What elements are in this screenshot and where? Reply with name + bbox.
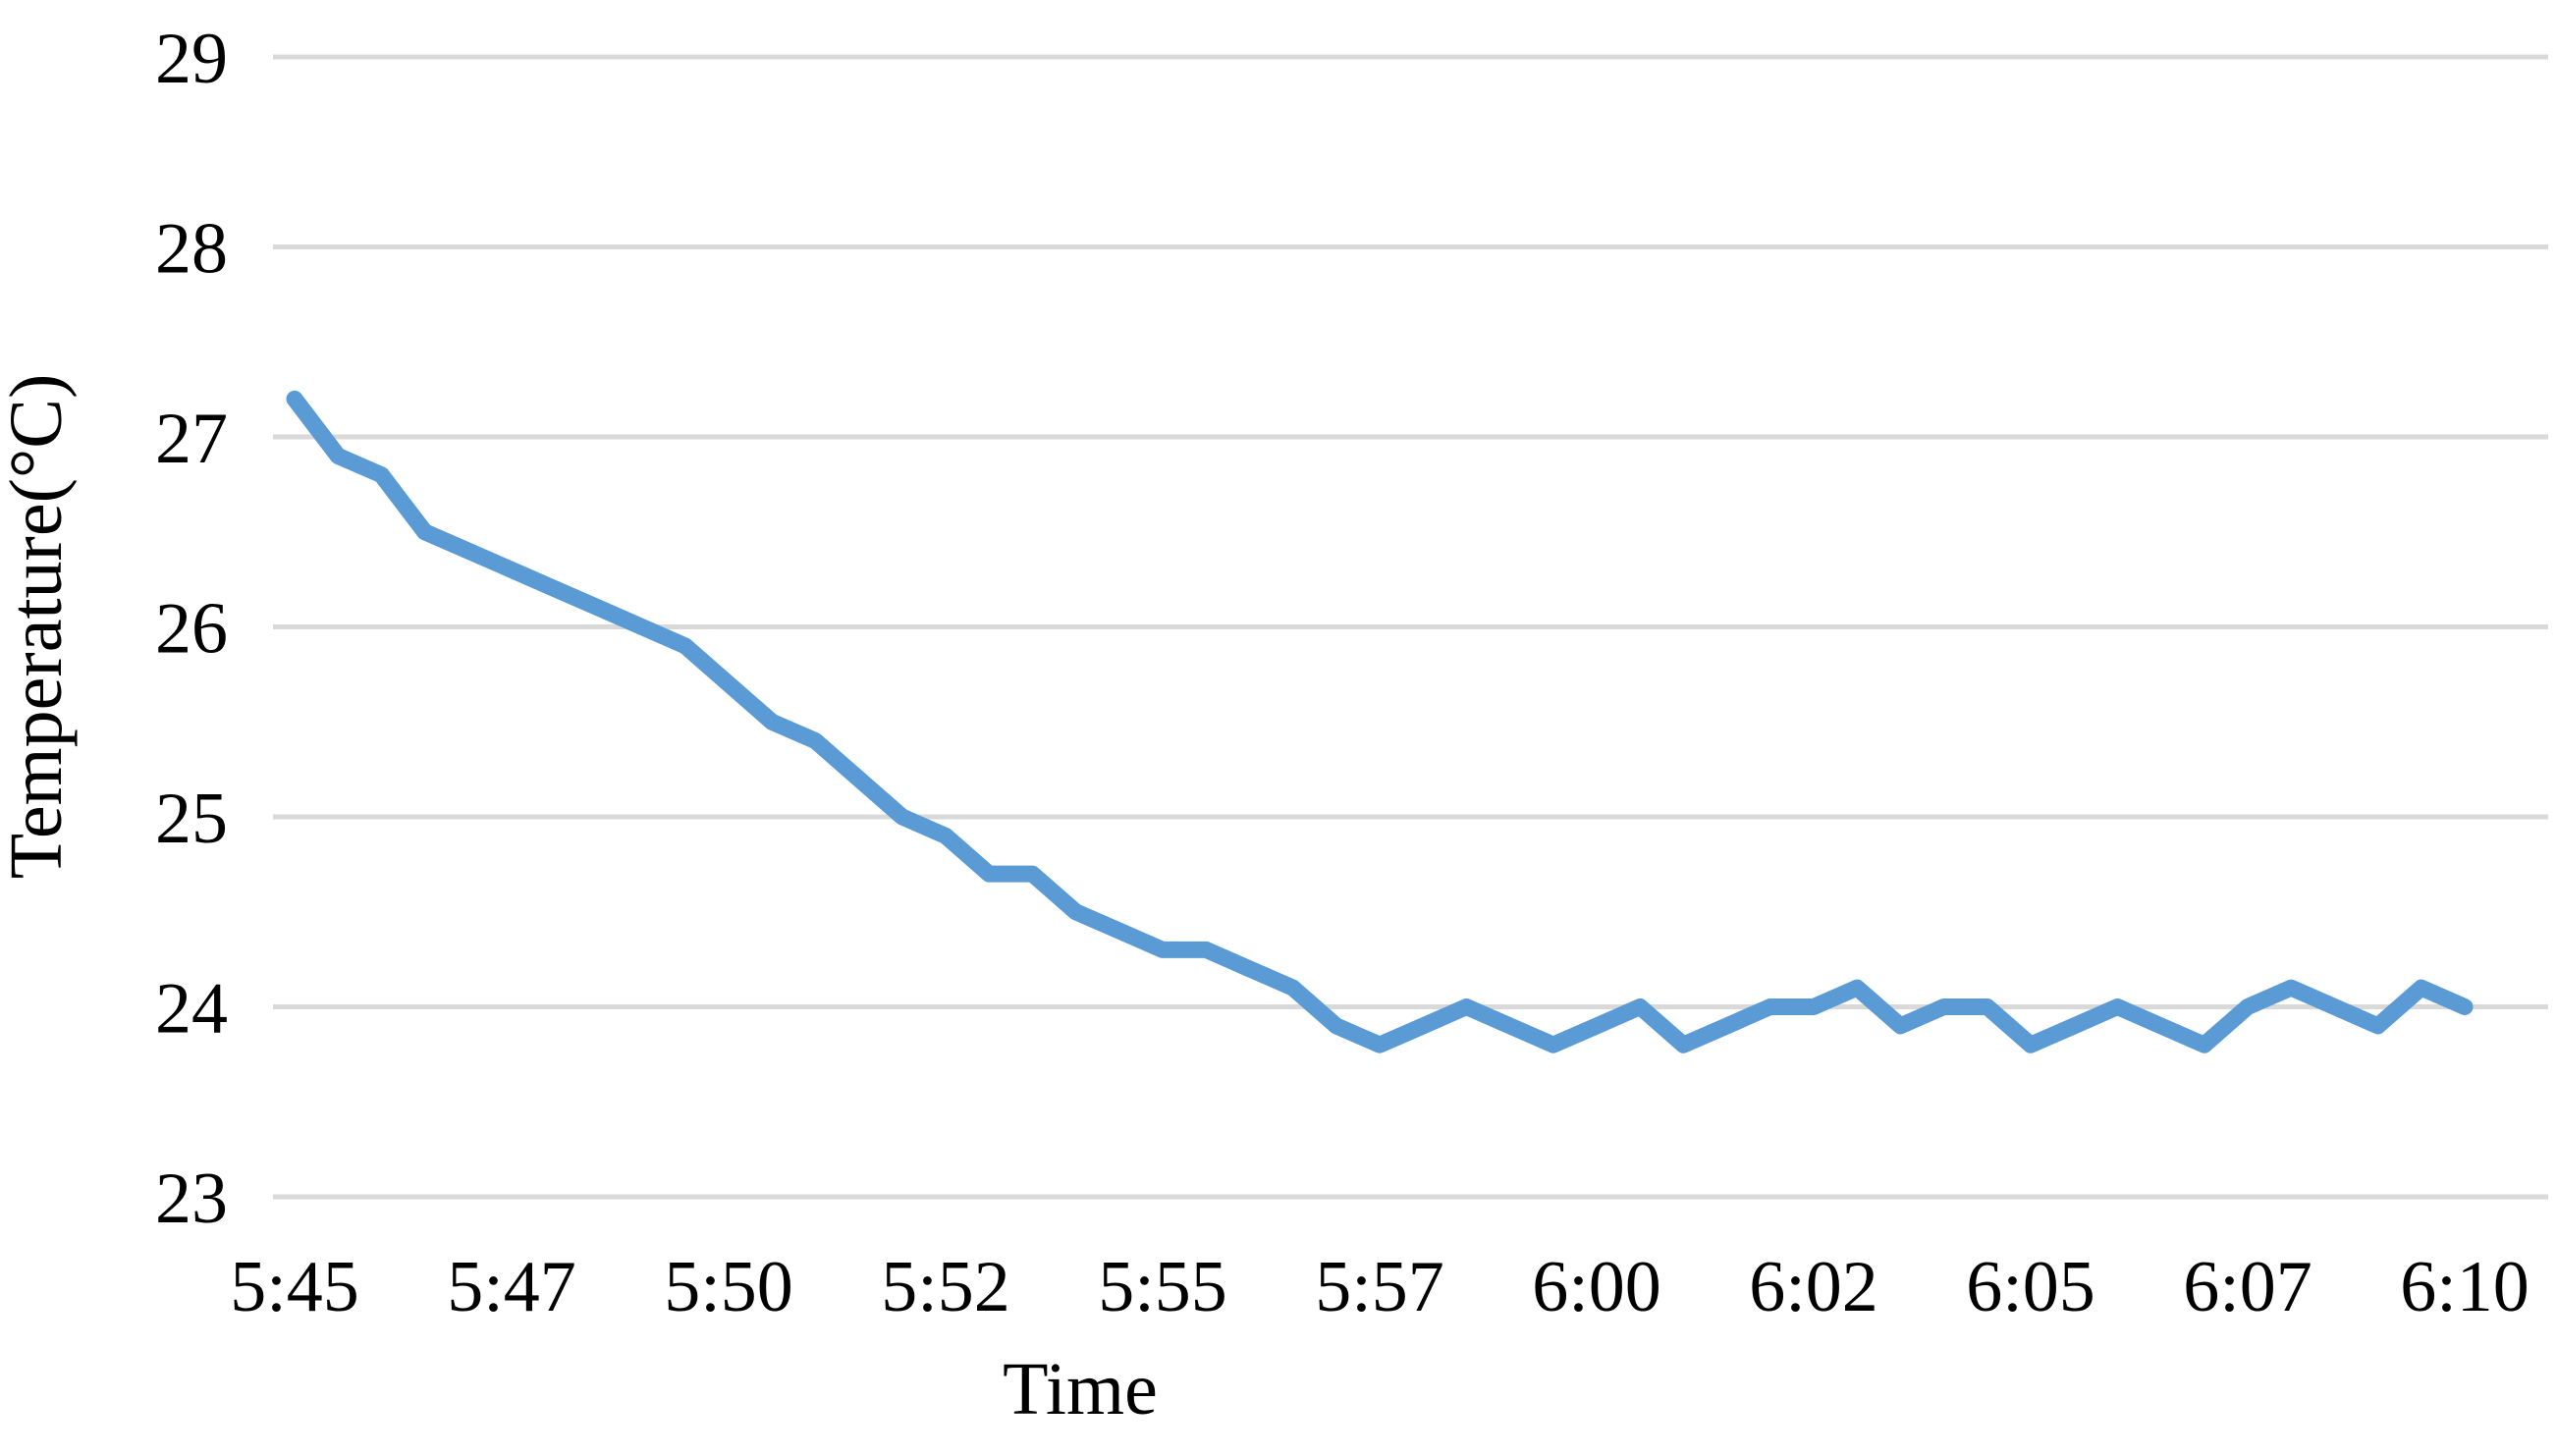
y-tick-label: 25 [155,779,228,859]
x-axis-title: Time [1003,1348,1158,1430]
x-tick-label: 5:52 [881,1247,1010,1327]
x-tick-label: 6:05 [1966,1247,2095,1327]
x-axis-tick-labels: 5:45 5:47 5:50 5:52 5:55 5:57 6:00 6:02 6:05 6:07… [230,1247,2530,1327]
x-tick-label: 5:47 [447,1247,576,1327]
x-tick-label: 5:50 [664,1247,793,1327]
y-tick-label: 29 [155,19,228,99]
temperature-series-line [286,390,2474,1053]
y-axis-tick-labels: 29 28 27 26 25 24 23 [155,19,228,1239]
x-tick-label: 6:00 [1532,1247,1661,1327]
y-tick-label: 28 [155,209,228,290]
x-tick-label: 5:45 [230,1247,359,1327]
x-tick-label: 6:10 [2400,1247,2530,1327]
x-tick-label: 5:57 [1315,1247,1444,1327]
y-tick-label: 23 [155,1159,228,1239]
x-tick-label: 6:02 [1749,1247,1878,1327]
y-axis-title: Temperature(°C) [0,374,78,880]
y-tick-label: 26 [155,589,228,670]
y-tick-label: 24 [155,969,228,1050]
x-tick-label: 5:55 [1098,1247,1227,1327]
y-tick-label: 27 [155,399,228,479]
x-tick-label: 6:07 [2183,1247,2312,1327]
